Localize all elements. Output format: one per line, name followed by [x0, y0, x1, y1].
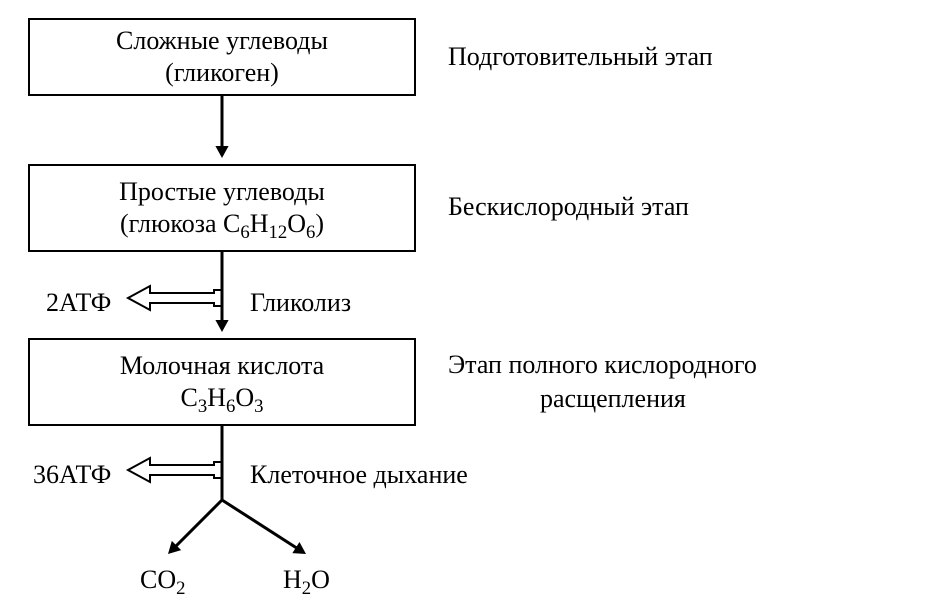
label-glycolysis: Гликолиз: [250, 288, 351, 318]
stage-label-aerobic-l1: Этап полного кислородного: [448, 350, 757, 380]
node-line1: Сложные углеводы: [116, 25, 328, 58]
stage-label-preparatory: Подготовительный этап: [448, 42, 713, 72]
label-co2: CO2: [140, 565, 185, 595]
stage-label-anaerobic: Бескислородный этап: [448, 192, 689, 222]
node-line1: Простые углеводы: [119, 176, 325, 209]
node-line2: (гликоген): [165, 57, 279, 90]
stage-label-aerobic-l2: расщепления: [540, 384, 686, 414]
label-36atp: 36АТФ: [33, 460, 111, 490]
flowchart-canvas: Сложные углеводы (гликоген) Простые угле…: [0, 0, 940, 605]
node-line2: C3H6O3: [181, 382, 264, 415]
node-line1: Молочная кислота: [120, 350, 324, 383]
node-complex-carbs: Сложные углеводы (гликоген): [28, 18, 416, 96]
label-respiration: Клеточное дыхание: [250, 460, 468, 490]
node-lactic-acid: Молочная кислота C3H6O3: [28, 338, 416, 426]
label-h2o: H2O: [283, 565, 330, 595]
node-simple-carbs: Простые углеводы (глюкоза C6H12O6): [28, 164, 416, 252]
node-line2: (глюкоза C6H12O6): [120, 208, 324, 241]
label-2atp: 2АТФ: [46, 288, 111, 318]
